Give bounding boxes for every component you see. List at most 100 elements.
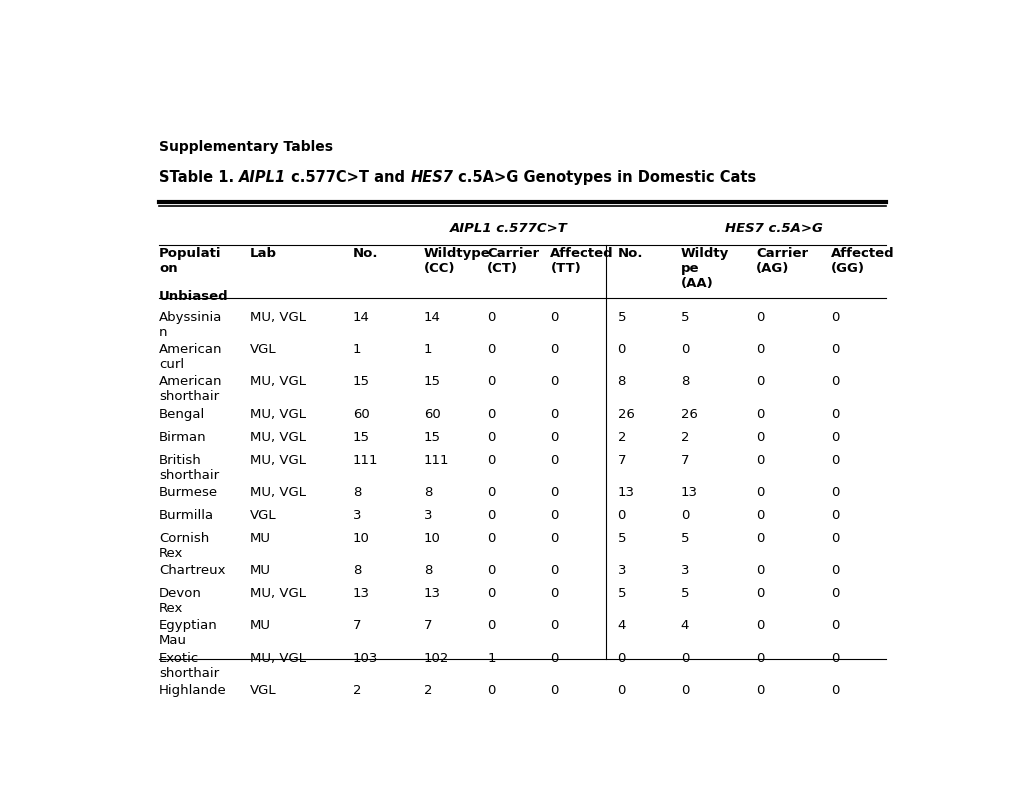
Text: 10: 10 xyxy=(353,532,369,545)
Text: 3: 3 xyxy=(618,564,626,577)
Text: 8: 8 xyxy=(353,486,361,499)
Text: 0: 0 xyxy=(755,311,763,324)
Text: 5: 5 xyxy=(681,587,689,600)
Text: 8: 8 xyxy=(353,564,361,577)
Text: 7: 7 xyxy=(618,454,626,466)
Text: 7: 7 xyxy=(681,454,689,466)
Text: 0: 0 xyxy=(830,407,839,421)
Text: Highlande: Highlande xyxy=(159,684,226,697)
Text: 0: 0 xyxy=(550,407,558,421)
Text: 5: 5 xyxy=(681,532,689,545)
Text: STable 1.: STable 1. xyxy=(159,170,239,185)
Text: 0: 0 xyxy=(487,486,495,499)
Text: 8: 8 xyxy=(424,486,432,499)
Text: 0: 0 xyxy=(550,564,558,577)
Text: 0: 0 xyxy=(487,619,495,633)
Text: 0: 0 xyxy=(755,431,763,444)
Text: 0: 0 xyxy=(550,652,558,664)
Text: 0: 0 xyxy=(830,684,839,697)
Text: c.577C>T and: c.577C>T and xyxy=(286,170,411,185)
Text: 0: 0 xyxy=(618,344,626,356)
Text: 0: 0 xyxy=(550,509,558,522)
Text: 0: 0 xyxy=(550,684,558,697)
Text: 15: 15 xyxy=(353,376,370,388)
Text: 0: 0 xyxy=(681,509,689,522)
Text: 10: 10 xyxy=(424,532,440,545)
Text: Carrier
(CT): Carrier (CT) xyxy=(487,247,539,276)
Text: American
curl: American curl xyxy=(159,344,222,371)
Text: 0: 0 xyxy=(755,684,763,697)
Text: VGL: VGL xyxy=(250,344,276,356)
Text: 3: 3 xyxy=(424,509,432,522)
Text: 0: 0 xyxy=(755,407,763,421)
Text: Birman: Birman xyxy=(159,431,207,444)
Text: Chartreux: Chartreux xyxy=(159,564,225,577)
Text: 0: 0 xyxy=(487,376,495,388)
Text: 0: 0 xyxy=(830,564,839,577)
Text: No.: No. xyxy=(353,247,378,261)
Text: 0: 0 xyxy=(830,454,839,466)
Text: 14: 14 xyxy=(353,311,369,324)
Text: MU, VGL: MU, VGL xyxy=(250,376,306,388)
Text: MU, VGL: MU, VGL xyxy=(250,652,306,664)
Text: VGL: VGL xyxy=(250,684,276,697)
Text: 0: 0 xyxy=(487,344,495,356)
Text: Unbiased: Unbiased xyxy=(159,290,228,303)
Text: MU: MU xyxy=(250,532,271,545)
Text: Lab: Lab xyxy=(250,247,277,261)
Text: 13: 13 xyxy=(618,486,634,499)
Text: Exotic
shorthair: Exotic shorthair xyxy=(159,652,219,679)
Text: 0: 0 xyxy=(550,619,558,633)
Text: 60: 60 xyxy=(424,407,440,421)
Text: 0: 0 xyxy=(755,454,763,466)
Text: 13: 13 xyxy=(353,587,370,600)
Text: 0: 0 xyxy=(830,344,839,356)
Text: 1: 1 xyxy=(424,344,432,356)
Text: 0: 0 xyxy=(755,376,763,388)
Text: Supplementary Tables: Supplementary Tables xyxy=(159,140,333,154)
Text: 2: 2 xyxy=(353,684,361,697)
Text: 0: 0 xyxy=(487,587,495,600)
Text: 60: 60 xyxy=(353,407,369,421)
Text: 0: 0 xyxy=(487,684,495,697)
Text: 0: 0 xyxy=(487,509,495,522)
Text: 15: 15 xyxy=(424,431,440,444)
Text: 0: 0 xyxy=(830,486,839,499)
Text: MU, VGL: MU, VGL xyxy=(250,431,306,444)
Text: 0: 0 xyxy=(681,684,689,697)
Text: 0: 0 xyxy=(487,454,495,466)
Text: MU, VGL: MU, VGL xyxy=(250,486,306,499)
Text: 0: 0 xyxy=(830,431,839,444)
Text: AIPL1 c.577C>T: AIPL1 c.577C>T xyxy=(449,222,568,235)
Text: 5: 5 xyxy=(618,311,626,324)
Text: 0: 0 xyxy=(755,564,763,577)
Text: 15: 15 xyxy=(424,376,440,388)
Text: 0: 0 xyxy=(618,652,626,664)
Text: 26: 26 xyxy=(618,407,634,421)
Text: 0: 0 xyxy=(487,311,495,324)
Text: 0: 0 xyxy=(550,587,558,600)
Text: 5: 5 xyxy=(618,587,626,600)
Text: 0: 0 xyxy=(487,564,495,577)
Text: 8: 8 xyxy=(681,376,689,388)
Text: MU, VGL: MU, VGL xyxy=(250,454,306,466)
Text: American
shorthair: American shorthair xyxy=(159,376,222,403)
Text: 2: 2 xyxy=(618,431,626,444)
Text: 1: 1 xyxy=(487,652,495,664)
Text: Affected
(TT): Affected (TT) xyxy=(550,247,613,276)
Text: 0: 0 xyxy=(550,431,558,444)
Text: Abyssinia
n: Abyssinia n xyxy=(159,311,222,339)
Text: 0: 0 xyxy=(830,532,839,545)
Text: 0: 0 xyxy=(830,509,839,522)
Text: British
shorthair: British shorthair xyxy=(159,454,219,481)
Text: Affected
(GG): Affected (GG) xyxy=(830,247,894,276)
Text: 4: 4 xyxy=(618,619,626,633)
Text: Bengal: Bengal xyxy=(159,407,205,421)
Text: 111: 111 xyxy=(353,454,378,466)
Text: HES7: HES7 xyxy=(411,170,453,185)
Text: VGL: VGL xyxy=(250,509,276,522)
Text: AIPL1: AIPL1 xyxy=(239,170,286,185)
Text: 0: 0 xyxy=(755,486,763,499)
Text: 0: 0 xyxy=(755,619,763,633)
Text: HES7 c.5A>G: HES7 c.5A>G xyxy=(725,222,822,235)
